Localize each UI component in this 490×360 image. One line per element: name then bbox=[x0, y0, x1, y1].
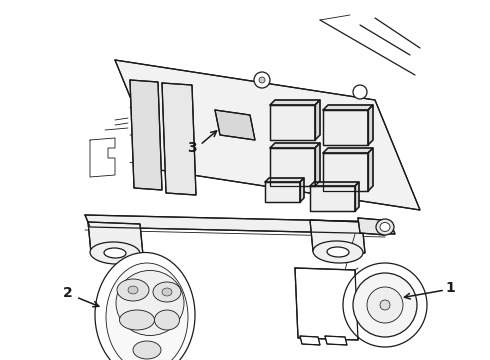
Polygon shape bbox=[310, 182, 359, 186]
Polygon shape bbox=[130, 80, 162, 190]
Polygon shape bbox=[270, 148, 315, 186]
Polygon shape bbox=[323, 153, 368, 191]
Polygon shape bbox=[215, 110, 255, 140]
Text: 3: 3 bbox=[187, 141, 197, 155]
Ellipse shape bbox=[327, 247, 349, 257]
Polygon shape bbox=[323, 105, 373, 110]
Polygon shape bbox=[315, 143, 320, 186]
Circle shape bbox=[380, 300, 390, 310]
Polygon shape bbox=[162, 83, 196, 195]
Polygon shape bbox=[355, 182, 359, 211]
Polygon shape bbox=[310, 186, 355, 211]
Polygon shape bbox=[85, 215, 395, 234]
Text: 1: 1 bbox=[445, 281, 455, 295]
Polygon shape bbox=[270, 143, 320, 148]
Polygon shape bbox=[300, 336, 320, 345]
Ellipse shape bbox=[90, 242, 140, 264]
Ellipse shape bbox=[133, 341, 161, 359]
Polygon shape bbox=[323, 148, 373, 153]
Circle shape bbox=[367, 287, 403, 323]
Polygon shape bbox=[310, 220, 365, 253]
Polygon shape bbox=[368, 105, 373, 145]
Ellipse shape bbox=[128, 286, 138, 294]
Polygon shape bbox=[315, 100, 320, 140]
Polygon shape bbox=[88, 222, 143, 255]
Polygon shape bbox=[115, 60, 420, 210]
Ellipse shape bbox=[380, 222, 390, 231]
Polygon shape bbox=[270, 105, 315, 140]
Polygon shape bbox=[270, 100, 320, 105]
Ellipse shape bbox=[104, 248, 126, 258]
Circle shape bbox=[343, 263, 427, 347]
Ellipse shape bbox=[153, 282, 181, 302]
Polygon shape bbox=[300, 178, 304, 202]
Polygon shape bbox=[358, 218, 385, 235]
Circle shape bbox=[259, 77, 265, 83]
Ellipse shape bbox=[106, 263, 188, 360]
Polygon shape bbox=[368, 148, 373, 191]
Polygon shape bbox=[325, 336, 347, 345]
Circle shape bbox=[353, 273, 417, 337]
Ellipse shape bbox=[376, 219, 394, 235]
Polygon shape bbox=[265, 178, 304, 182]
Ellipse shape bbox=[154, 310, 179, 330]
Ellipse shape bbox=[120, 310, 154, 330]
Ellipse shape bbox=[313, 241, 363, 263]
Circle shape bbox=[353, 85, 367, 99]
Ellipse shape bbox=[116, 270, 184, 336]
Circle shape bbox=[254, 72, 270, 88]
Ellipse shape bbox=[95, 252, 195, 360]
Polygon shape bbox=[265, 182, 300, 202]
Ellipse shape bbox=[117, 279, 149, 301]
Text: 2: 2 bbox=[63, 286, 73, 300]
Polygon shape bbox=[323, 110, 368, 145]
Ellipse shape bbox=[162, 288, 172, 296]
Polygon shape bbox=[295, 268, 358, 340]
